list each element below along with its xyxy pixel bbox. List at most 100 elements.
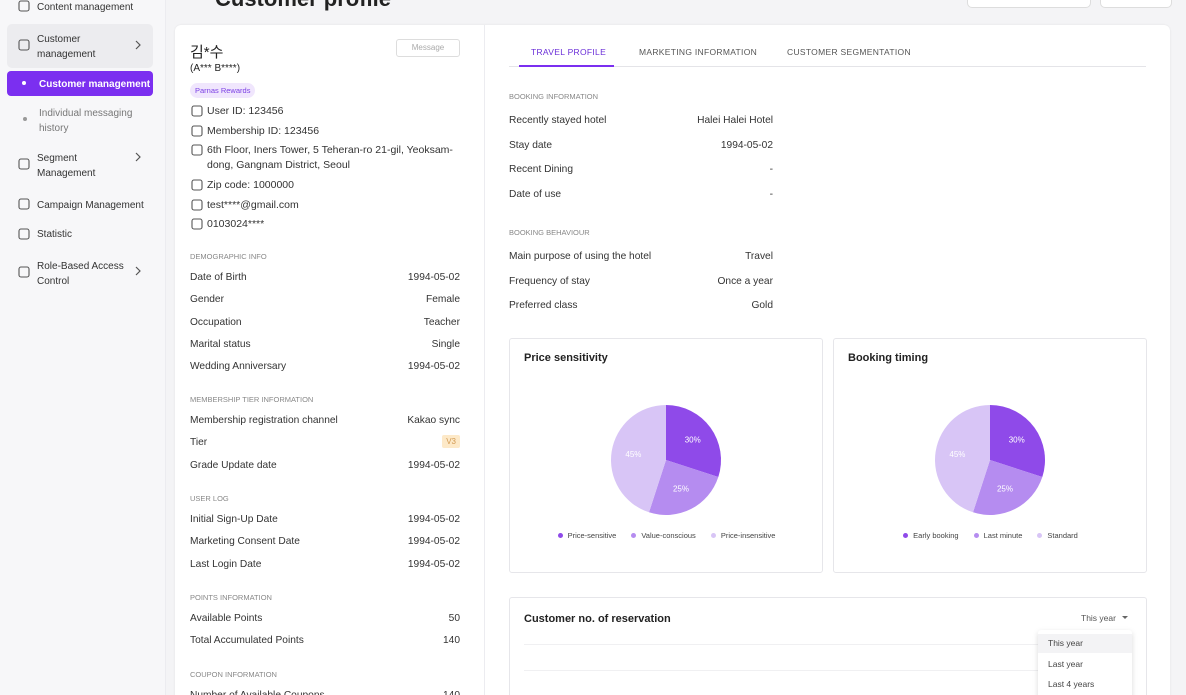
top-button[interactable]: [1100, 0, 1172, 8]
tab-indicator: [519, 65, 614, 67]
field-value: 140: [443, 690, 460, 695]
icon: [18, 158, 30, 170]
pie-slice: [649, 460, 719, 515]
chart-title: Customer no. of reservation: [524, 613, 671, 625]
icon-shape: [18, 266, 30, 278]
icon-shape: [191, 179, 203, 191]
legend-item: Value-conscious: [631, 531, 696, 540]
pie: 30% 25% 45%: [935, 405, 1045, 515]
sidebar: [0, 0, 166, 695]
section-title: DEMOGRAPHIC INFO: [190, 252, 267, 261]
pie-slice: [973, 460, 1043, 515]
menu-item-active[interactable]: [7, 71, 153, 96]
menu-item[interactable]: Customer management: [37, 34, 96, 60]
menu-item[interactable]: Statistic: [37, 229, 73, 240]
chart-title: Booking timing: [848, 352, 929, 364]
filter-select[interactable]: This year: [1081, 613, 1116, 623]
legend: Price-sensitive Value-conscious Price-inse…: [510, 531, 823, 540]
chevron: [135, 40, 141, 50]
top-button[interactable]: [967, 0, 1091, 8]
field-value: 1994-05-02: [407, 361, 460, 373]
menu-item[interactable]: Individual messaging history: [39, 108, 133, 134]
field-value: Teacher: [423, 316, 460, 328]
icon: [191, 179, 203, 191]
bullet: [23, 117, 27, 121]
slice-label: 25%: [997, 485, 1013, 494]
slice-label: 25%: [673, 485, 689, 494]
chevron-shape: [135, 152, 141, 162]
menu-item[interactable]: Role-Based Access Control: [37, 261, 124, 287]
tab-rule: [509, 66, 1146, 67]
menu-item[interactable]: Segment Management: [37, 153, 96, 179]
legend-item: Standard: [1037, 531, 1078, 540]
contact-detail: 6th Floor, Iners Tower, 5 Teheran-ro 21-…: [207, 144, 453, 171]
field-label: Membership registration channel: [190, 415, 338, 426]
contact-detail: Zip code: 1000000: [207, 179, 294, 191]
section-title: BOOKING BEHAVIOUR: [509, 228, 590, 237]
section-title: BOOKING INFORMATION: [509, 92, 599, 101]
field-value: -: [769, 188, 773, 200]
field-value: 1994-05-02: [407, 272, 460, 283]
field-value: V3: [442, 435, 460, 449]
pie: 30% 25% 45%: [611, 405, 721, 515]
field-value: Halei Halei Hotel: [697, 115, 773, 126]
field-value: 1994-05-02: [407, 514, 460, 525]
legend-label: Price-insensitive: [720, 531, 776, 540]
icon-shape: [18, 198, 30, 210]
field-label: Recently stayed hotel: [509, 115, 607, 126]
field-value: Single: [431, 338, 460, 350]
legend-label: Last minute: [983, 531, 1023, 540]
section-title: USER LOG: [190, 494, 229, 503]
legend-label: Price-sensitive: [567, 531, 617, 540]
field-value: 1994-05-02: [720, 139, 773, 151]
field-label: Stay date: [509, 139, 553, 151]
field-label: Total Accumulated Points: [190, 635, 304, 647]
legend-swatch: [973, 533, 979, 538]
dropdown-option[interactable]: Last year: [1048, 658, 1083, 669]
legend-swatch: [710, 533, 716, 538]
legend-swatch: [1037, 533, 1043, 538]
membership-badge: Parnas Rewards: [190, 83, 256, 98]
contact-detail: 0103024****: [207, 218, 265, 230]
field-label: Occupation: [190, 316, 242, 328]
icon: [191, 218, 203, 230]
section-title: MEMBERSHIP TIER INFORMATION: [190, 395, 314, 404]
dropdown-option[interactable]: This year: [1038, 634, 1132, 653]
field-value: Gold: [751, 300, 773, 311]
legend-label: Standard: [1047, 531, 1078, 540]
tab[interactable]: MARKETING INFORMATION: [639, 47, 758, 57]
icon: [18, 198, 30, 210]
slice-label: 30%: [1009, 436, 1025, 445]
icon: [191, 125, 203, 137]
menu-item[interactable]: Campaign Management: [37, 200, 144, 211]
menu-item[interactable]: Content management: [37, 2, 134, 13]
grid-line: [524, 644, 1130, 645]
tab[interactable]: CUSTOMER SEGMENTATION: [787, 47, 911, 57]
slice-label: 45%: [625, 450, 641, 459]
page-title: Customer profile: [215, 0, 391, 12]
section-title: COUPON INFORMATION: [190, 670, 277, 679]
legend-item: Price-sensitive: [557, 531, 617, 540]
icon-shape: [191, 105, 203, 117]
field-value: Travel: [745, 251, 773, 262]
tab[interactable]: TRAVEL PROFILE: [531, 47, 607, 57]
divider: [484, 25, 485, 695]
field-label: Main purpose of using the hotel: [509, 251, 652, 262]
icon: [18, 0, 30, 12]
grid-line: [524, 670, 1130, 671]
field-value: 140: [443, 635, 460, 647]
slice-label: 30%: [685, 436, 701, 445]
contact-detail: User ID: 123456: [207, 105, 284, 117]
chart-card: Price sensitivity 30% 25% 45% Price-sensitiv…: [509, 338, 823, 573]
message-button[interactable]: Message: [396, 39, 460, 57]
icon-shape: [191, 144, 203, 156]
menu-item[interactable]: Customer management: [39, 79, 151, 90]
legend-label: Early booking: [913, 531, 959, 540]
legend-item: Last minute: [973, 531, 1023, 540]
icon: [18, 266, 30, 278]
legend-item: Price-insensitive: [710, 531, 776, 540]
chart-card: Booking timing 30% 25% 45% Early booking Last…: [833, 338, 1147, 573]
pie-slice: [666, 405, 721, 477]
dropdown-option[interactable]: Last 4 years: [1048, 679, 1095, 689]
